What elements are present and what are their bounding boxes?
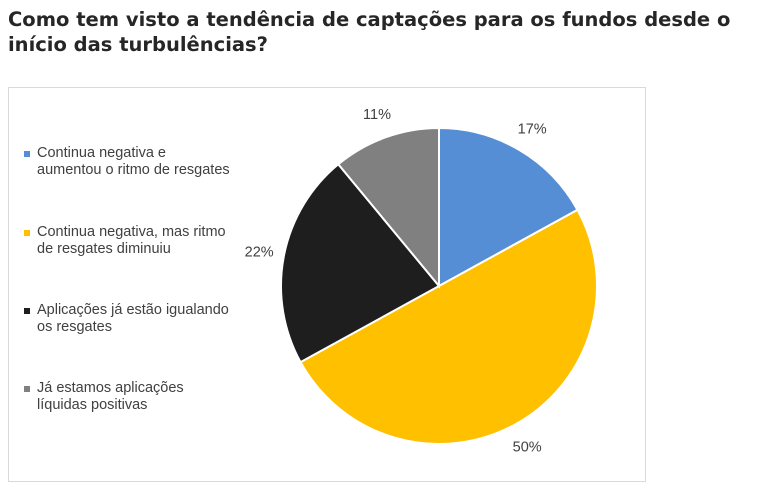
legend-marker-2 [24, 230, 30, 236]
legend-entry-2: Continua negativa, mas ritmo de resgates… [24, 224, 234, 258]
legend-label-1: Continua negativa e aumentou o ritmo de … [37, 145, 230, 178]
legend-marker-3 [24, 308, 30, 314]
data-label-2: 50% [513, 439, 542, 455]
page-title: Como tem visto a tendência de captações … [8, 8, 731, 56]
legend-label-3: Aplicações já estão igualando os resgate… [37, 302, 229, 335]
data-label-4: 11% [363, 107, 391, 123]
legend-entry-3: Aplicações já estão igualando os resgate… [24, 302, 234, 336]
data-label-3: 22% [245, 245, 274, 261]
data-label-1: 17% [518, 122, 547, 138]
pie-slice-2 [299, 208, 598, 445]
legend-marker-1 [24, 151, 30, 157]
chart-area: 17% 50% 22% 11% Continua negativa e aumento… [8, 87, 646, 482]
pie-slice-4 [336, 126, 440, 289]
legend-label-2: Continua negativa, mas ritmo de resgates… [37, 224, 226, 257]
legend-label-4: Já estamos aplicações líquidas positivas [37, 380, 184, 413]
pie-slice-1 [438, 126, 579, 288]
legend-entry-4: Já estamos aplicações líquidas positivas [24, 380, 234, 414]
pie-slice-3 [280, 162, 441, 364]
pie-chart: 17% 50% 22% 11% [245, 107, 598, 455]
legend-marker-4 [24, 386, 30, 392]
legend-entry-1: Continua negativa e aumentou o ritmo de … [24, 145, 234, 179]
